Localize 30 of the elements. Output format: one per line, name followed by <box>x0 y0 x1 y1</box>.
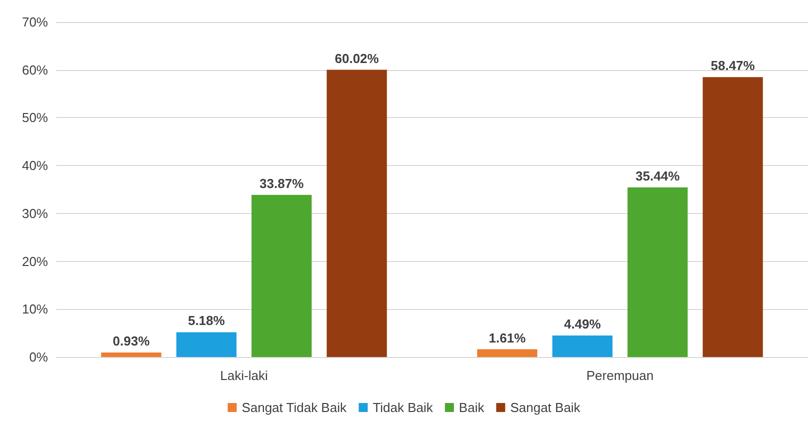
bar <box>477 349 538 357</box>
bar <box>176 332 236 357</box>
bar <box>628 187 688 357</box>
bar <box>101 352 162 357</box>
x-tick-label: Perempuan <box>586 368 654 383</box>
y-tick-label: 0% <box>29 350 48 364</box>
data-label: 58.47% <box>710 58 756 74</box>
y-tick-label: 40% <box>22 158 48 174</box>
x-tick-label: Laki-laki <box>220 368 268 383</box>
data-label: 35.44% <box>636 168 680 184</box>
bar <box>702 77 763 357</box>
legend-label: Baik <box>458 400 485 415</box>
data-label: 33.87% <box>260 176 304 191</box>
y-tick-label: 10% <box>22 302 48 317</box>
legend-label: Sangat Tidak Baik <box>242 400 347 415</box>
y-tick-label: 30% <box>22 206 48 221</box>
data-label: 1.61% <box>488 330 526 346</box>
legend-label: Sangat Baik <box>510 400 581 415</box>
data-label: 60.02% <box>334 50 380 66</box>
y-tick-label: 20% <box>22 254 48 269</box>
data-label: 4.49% <box>564 316 602 332</box>
data-label: 5.18% <box>188 313 226 328</box>
bar <box>326 70 387 357</box>
legend-label: Tidak Baik <box>372 400 434 415</box>
bar <box>552 336 612 357</box>
bar <box>252 194 312 357</box>
y-tick-label: 50% <box>22 110 48 126</box>
y-tick-label: 70% <box>22 14 48 30</box>
y-tick-label: 60% <box>22 62 48 78</box>
data-label: 0.93% <box>112 334 150 349</box>
